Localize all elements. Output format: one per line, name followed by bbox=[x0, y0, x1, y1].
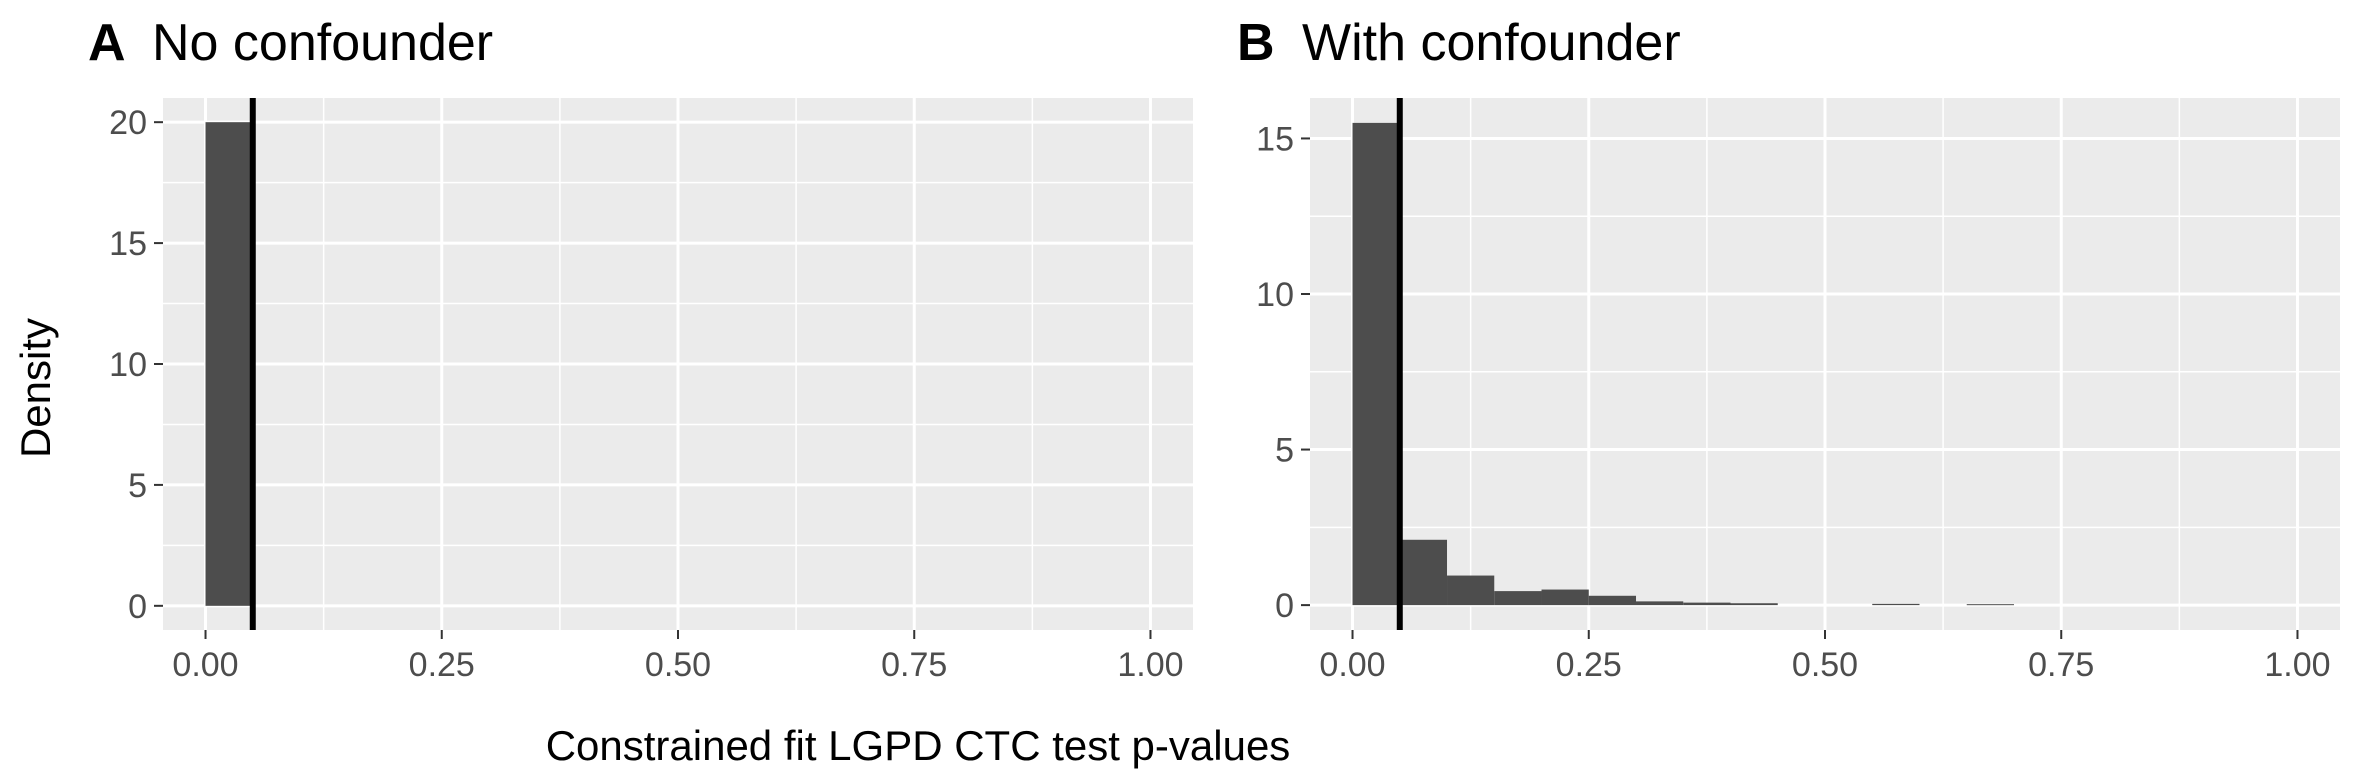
panel-a-y-tick-label: 15 bbox=[109, 225, 147, 263]
panel-b-title: With confounder bbox=[1302, 14, 1681, 72]
panel-b-x-tick-label: 0.00 bbox=[1319, 646, 1385, 684]
panel-b: B With confounder 0 5 10 15 0.00 0.25 0.50 0.7… bbox=[1237, 14, 2340, 684]
panel-b-histogram-bar bbox=[1399, 539, 1448, 606]
panel-b-histogram-bar bbox=[1872, 603, 1920, 606]
panel-b-x-axis: 0.00 0.25 0.50 0.75 1.00 bbox=[1319, 630, 2331, 684]
y-axis-title: Density bbox=[12, 318, 59, 458]
panel-b-x-tick-label: 1.00 bbox=[2264, 646, 2330, 684]
panel-b-y-tick-label: 10 bbox=[1256, 276, 1294, 314]
panel-b-histogram-bar bbox=[1730, 603, 1778, 606]
panel-b-grid bbox=[1310, 98, 2340, 630]
x-axis-title: Constrained fit LGPD CTC test p-values bbox=[546, 722, 1291, 769]
panel-a-x-tick-label: 0.25 bbox=[409, 646, 475, 684]
panel-a-x-tick-label: 0.75 bbox=[881, 646, 947, 684]
panel-b-histogram-bar bbox=[1494, 591, 1542, 606]
panel-b-y-tick-label: 0 bbox=[1275, 587, 1294, 625]
panel-b-y-tick-label: 15 bbox=[1256, 120, 1294, 158]
panel-a-y-tick-label: 20 bbox=[109, 104, 147, 142]
panel-b-histogram-bar bbox=[1966, 604, 2014, 606]
panel-a-bars bbox=[205, 122, 253, 606]
panel-b-x-tick-label: 0.25 bbox=[1556, 646, 1622, 684]
panel-a-y-tick-label: 10 bbox=[109, 346, 147, 384]
panel-a-y-tick-label: 0 bbox=[128, 588, 147, 626]
panel-b-bars bbox=[1352, 122, 2014, 606]
panel-a-x-tick-label: 1.00 bbox=[1117, 646, 1183, 684]
panel-b-y-tick-label: 5 bbox=[1275, 432, 1294, 470]
panel-a: A No confounder 0 5 10 15 20 0.00 0.25 0.50 0.7… bbox=[88, 14, 1193, 684]
panel-a-y-axis: 0 5 10 15 20 bbox=[109, 104, 163, 626]
panel-b-x-tick-label: 0.50 bbox=[1792, 646, 1858, 684]
panel-a-x-tick-label: 0.00 bbox=[172, 646, 238, 684]
panel-a-title: No confounder bbox=[152, 14, 493, 72]
panel-b-x-tick-label: 0.75 bbox=[2028, 646, 2094, 684]
panel-b-histogram-bar bbox=[1352, 122, 1400, 606]
panel-a-histogram-bar bbox=[205, 122, 253, 606]
panel-b-histogram-bar bbox=[1636, 601, 1684, 606]
panel-b-histogram-bar bbox=[1541, 589, 1589, 606]
panel-b-histogram-bar bbox=[1447, 575, 1495, 606]
panel-a-x-tick-label: 0.50 bbox=[645, 646, 711, 684]
panel-b-histogram-bar bbox=[1588, 595, 1637, 606]
panel-a-x-axis: 0.00 0.25 0.50 0.75 1.00 bbox=[172, 630, 1184, 684]
panel-b-tag: B bbox=[1237, 14, 1275, 72]
panel-a-y-tick-label: 5 bbox=[128, 467, 147, 505]
panel-b-histogram-bar bbox=[1683, 602, 1731, 606]
panel-a-tag: A bbox=[88, 14, 126, 72]
panel-b-y-axis: 0 5 10 15 bbox=[1256, 120, 1310, 625]
